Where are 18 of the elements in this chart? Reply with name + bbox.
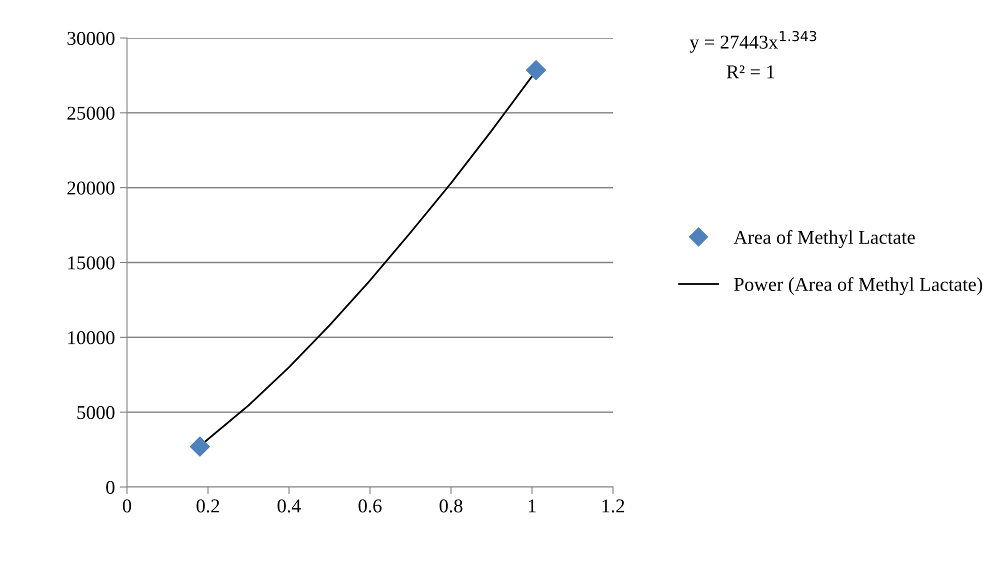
text: R² = 1: [726, 65, 774, 78]
x-tick-label: 1: [528, 499, 536, 512]
x-tick-label: 0.8: [440, 499, 462, 513]
legend-label: Power (Area of Methyl Lactate): [734, 277, 982, 295]
x-tick-label: 0.2: [196, 499, 220, 513]
y-tick-label: 0: [106, 480, 114, 494]
legend-label: Area of Methyl Lactate: [734, 230, 915, 248]
x-tick-label: 0.6: [358, 499, 382, 513]
x-tick-label: 0: [122, 499, 132, 512]
y-tick-label: 20000: [67, 181, 114, 195]
y-tick-label: 30000: [68, 32, 114, 45]
y-tick-label: 5000: [77, 406, 114, 420]
y-tick-label: 15000: [68, 256, 114, 270]
y-tick-label: 10000: [68, 331, 114, 344]
x-tick-label: 1.2: [602, 499, 624, 513]
y-tick-label: 25000: [67, 106, 114, 120]
x-tick-label: 0.4: [278, 499, 301, 513]
text: y = 27443x$^{1.343}$: [690, 30, 816, 53]
